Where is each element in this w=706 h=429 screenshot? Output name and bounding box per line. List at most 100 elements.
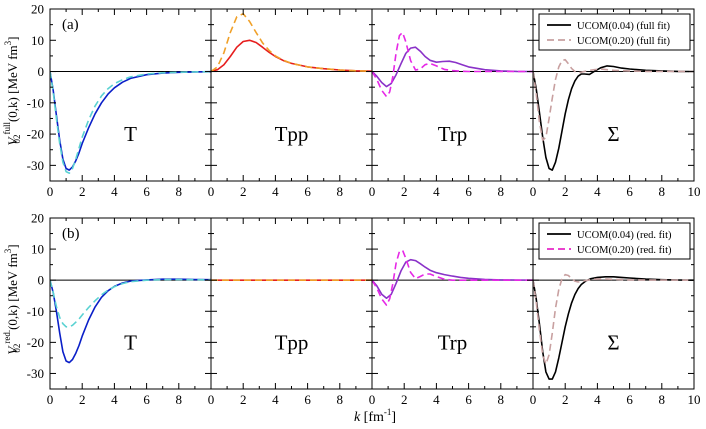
panel-a-4: 0 2 4 6 8 10 Σ xyxy=(530,8,701,199)
series-ucom-0-04-line xyxy=(372,46,533,88)
x-tick-label: 2 xyxy=(240,184,247,199)
panel-frame xyxy=(371,217,534,390)
x-tick-label: 2 xyxy=(401,184,408,199)
y-tick-label: 0 xyxy=(38,273,45,288)
x-tick-label: 8 xyxy=(498,184,505,199)
panel-a-3: 0 2 4 6 8 Trp xyxy=(369,8,534,199)
panel-b-2: 0 2 4 6 8 Tpp xyxy=(208,217,373,407)
series-ucom-0-04-line xyxy=(211,39,372,73)
panel-frame xyxy=(49,8,212,182)
x-tick-label: 0 xyxy=(369,184,376,199)
y-axis-label: V02full(0,k) [MeV fm3] xyxy=(2,37,22,146)
x-tick-label: 6 xyxy=(626,184,633,199)
y-tick-label: 20 xyxy=(31,211,44,226)
series-ucom-0-04-line xyxy=(533,65,694,171)
series-ucom-0-20-line xyxy=(372,31,533,98)
legend: UCOM(0.04) (full fit) UCOM(0.20) (full fi… xyxy=(538,13,691,51)
y-tick-label: -10 xyxy=(27,304,44,319)
x-tick-label: 8 xyxy=(337,184,344,199)
y-tick-label: 10 xyxy=(31,242,44,257)
x-tick-label: 0 xyxy=(208,184,215,199)
y-tick-label: 20 xyxy=(31,2,44,17)
series-ucom-0-20-line xyxy=(372,249,533,306)
y-tick-label: -20 xyxy=(27,335,44,350)
x-tick-label: 0 xyxy=(47,392,54,407)
series-ucom-0-04-line xyxy=(50,278,211,364)
x-tick-label: 6 xyxy=(465,392,472,407)
x-tick-label: 8 xyxy=(659,392,666,407)
x-tick-label: 10 xyxy=(688,184,701,199)
y-tick-label: 10 xyxy=(31,33,44,48)
x-tick-label: 6 xyxy=(304,392,311,407)
legend-box xyxy=(538,13,691,51)
x-tick-label: 4 xyxy=(111,392,118,407)
x-tick-label: 4 xyxy=(433,392,440,407)
legend: UCOM(0.04) (red. fit) UCOM(0.20) (red. fi… xyxy=(538,222,691,260)
legend-entry: UCOM(0.04) (full fit) xyxy=(577,21,671,32)
x-tick-label: 0 xyxy=(208,392,215,407)
panel-name-label: T xyxy=(124,330,137,354)
x-tick-label: 4 xyxy=(594,184,601,199)
x-tick-label: 8 xyxy=(337,392,344,407)
x-tick-label: 4 xyxy=(272,392,279,407)
series-ucom-0-04-line xyxy=(533,275,694,380)
x-tick-label: 8 xyxy=(498,392,505,407)
panel-name-label: Tpp xyxy=(275,330,309,354)
panel-b-4: 0 2 4 6 8 10 Σ xyxy=(530,217,701,407)
y-axis-label: V02red.(0,k) [MeV fm3] xyxy=(2,244,22,354)
x-tick-label: 2 xyxy=(79,392,86,407)
legend-entry: UCOM(0.04) (red. fit) xyxy=(577,230,672,241)
x-tick-label: 4 xyxy=(272,184,279,199)
x-axis-label: k [fm-1]k [fm⁻¹] xyxy=(354,407,396,425)
x-tick-label: 2 xyxy=(79,184,86,199)
x-tick-label: 6 xyxy=(143,392,150,407)
series-ucom-0-20-line xyxy=(50,70,211,174)
panel-name-label: Tpp xyxy=(275,122,309,146)
x-tick-label: 4 xyxy=(111,184,118,199)
series-ucom-0-20-line xyxy=(533,273,694,365)
panel-frame xyxy=(49,217,212,390)
panel-a-2: 0 2 4 6 8 Tpp xyxy=(208,8,373,199)
x-tick-label: 8 xyxy=(176,392,183,407)
x-tick-label: 6 xyxy=(304,184,311,199)
panel-name-label: Σ xyxy=(607,122,619,146)
panel-frame xyxy=(210,8,373,182)
panel-name-label: Trp xyxy=(438,122,468,146)
panel-frame xyxy=(371,8,534,182)
x-tick-label: 2 xyxy=(562,392,569,407)
x-tick-label: 0 xyxy=(530,392,537,407)
y-tick-label: 0 xyxy=(38,64,45,79)
x-tick-label: 2 xyxy=(562,184,569,199)
y-tick-label: -20 xyxy=(27,127,44,142)
panel-b-1: 0 2 4 6 8 T xyxy=(47,217,212,407)
series-ucom-0-04-line xyxy=(372,258,533,300)
panel-label: (b) xyxy=(62,226,80,242)
y-tick-label: -30 xyxy=(27,366,44,381)
series-ucom-0-04-line xyxy=(50,70,211,171)
legend-entry: UCOM(0.20) (red. fit) xyxy=(577,245,672,256)
panel-a-1: 0 2 4 6 8 T xyxy=(47,8,212,199)
x-tick-label: 8 xyxy=(659,184,666,199)
x-tick-label: 4 xyxy=(594,392,601,407)
legend-box xyxy=(538,222,691,260)
x-tick-label: 2 xyxy=(240,392,247,407)
x-tick-label: 6 xyxy=(465,184,472,199)
svg-text:k [fm-1]: k [fm-1] xyxy=(354,407,396,425)
x-tick-label: 4 xyxy=(433,184,440,199)
svg-text:V02red.(0,k) [MeV fm3]: V02red.(0,k) [MeV fm3] xyxy=(2,244,22,354)
panel-frame xyxy=(210,217,373,390)
y-tick-label: -30 xyxy=(27,158,44,173)
x-tick-label: 10 xyxy=(688,392,701,407)
panel-name-label: Trp xyxy=(438,330,468,354)
x-tick-label: 6 xyxy=(143,184,150,199)
x-tick-label: 0 xyxy=(47,184,54,199)
x-tick-label: 0 xyxy=(530,184,537,199)
x-tick-label: 8 xyxy=(176,184,183,199)
x-tick-label: 0 xyxy=(369,392,376,407)
legend-entry: UCOM(0.20) (full fit) xyxy=(577,36,671,47)
series-ucom-0-20-line xyxy=(50,278,211,328)
